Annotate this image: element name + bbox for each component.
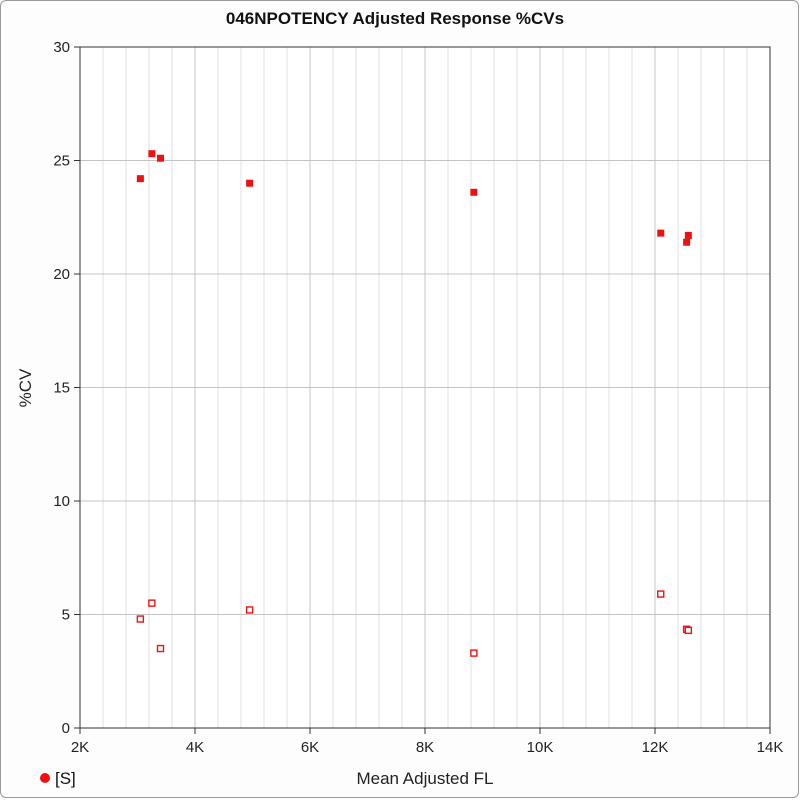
data-point-hollow — [684, 626, 693, 635]
x-axis-ticks: 2K 4K 6K 8K 10K 12K 14K — [71, 728, 784, 756]
data-point-hollow — [148, 599, 156, 607]
y-tick-label: 25 — [53, 153, 70, 170]
legend: [S] — [40, 769, 76, 788]
x-tick-label: 6K — [301, 739, 319, 756]
data-point-filled — [683, 238, 691, 246]
data-point-hollow — [136, 615, 145, 623]
x-tick-label: 2K — [71, 739, 89, 756]
x-tick-label: 10K — [527, 739, 554, 756]
major-grid — [80, 47, 770, 728]
legend-marker — [40, 773, 50, 783]
x-tick-label: 4K — [186, 739, 204, 756]
data-point-filled — [246, 179, 254, 187]
data-point-filled — [148, 150, 156, 158]
x-tick-label: 14K — [757, 739, 784, 756]
data-point-filled — [684, 231, 692, 239]
legend-label: [S] — [55, 769, 76, 788]
data-point-filled — [470, 188, 478, 196]
x-tick-label: 8K — [416, 739, 434, 756]
y-tick-label: 0 — [62, 720, 70, 737]
data-point-hollow — [245, 606, 254, 614]
data-point-hollow — [470, 649, 478, 657]
data-point-filled — [136, 175, 144, 183]
y-tick-label: 5 — [62, 607, 70, 624]
y-axis-label: %CV — [16, 368, 35, 407]
x-axis-label: Mean Adjusted FL — [356, 769, 493, 788]
data-point-filled — [157, 154, 164, 162]
y-axis-ticks: 0 5 10 15 20 25 30 — [53, 39, 80, 737]
data-point-hollow — [657, 590, 665, 598]
data-point-filled — [657, 229, 665, 237]
chart-title: 046NPOTENCY Adjusted Response %CVs — [226, 9, 564, 28]
data-points — [136, 150, 693, 657]
y-tick-label: 20 — [53, 266, 70, 283]
y-tick-label: 15 — [53, 380, 70, 397]
x-tick-label: 12K — [642, 739, 669, 756]
y-tick-label: 30 — [53, 39, 70, 56]
y-tick-label: 10 — [53, 493, 70, 510]
data-point-hollow — [156, 644, 165, 653]
